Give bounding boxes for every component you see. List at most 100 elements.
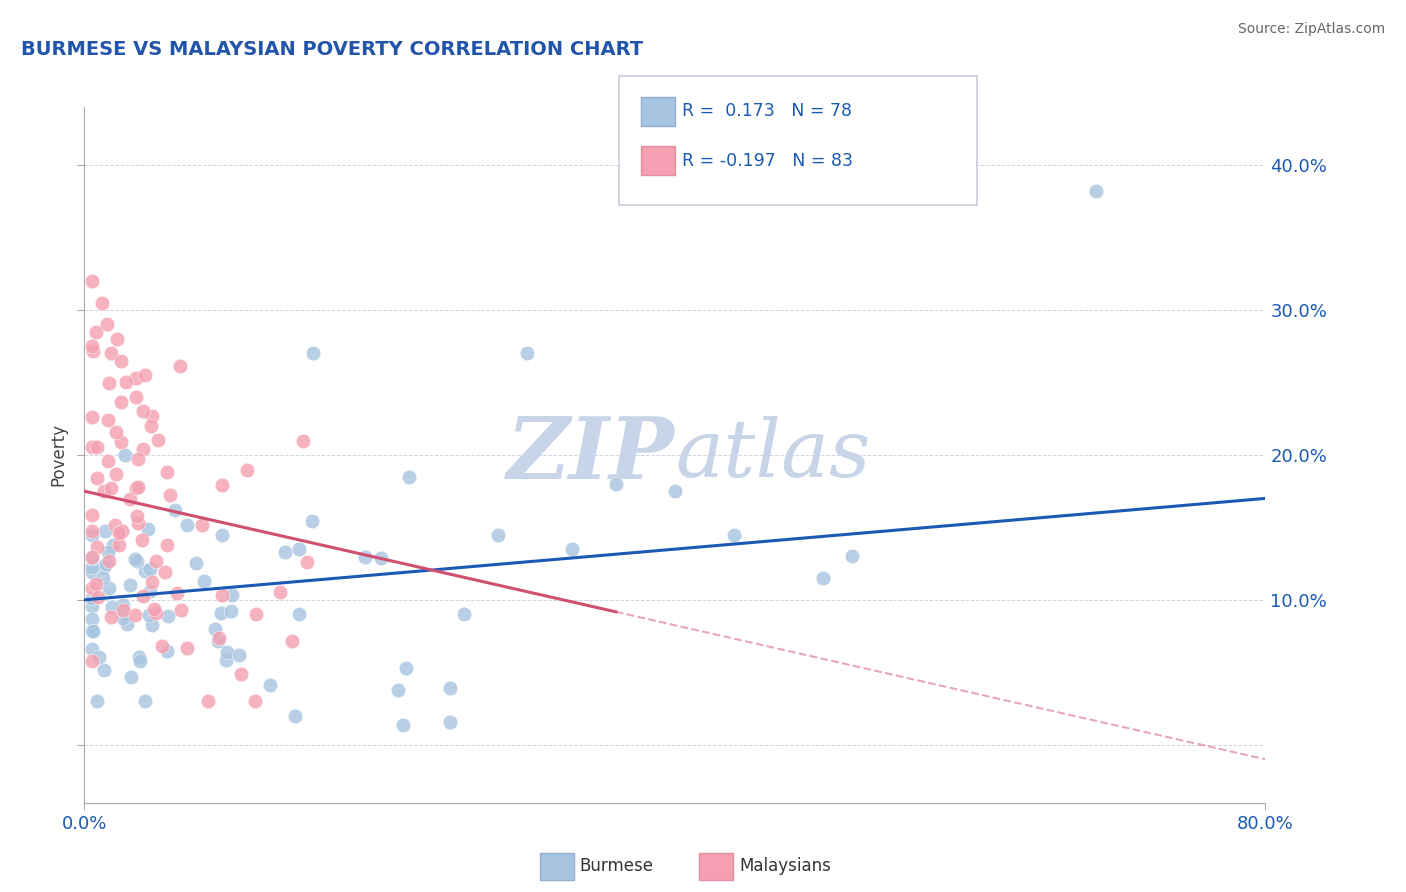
Point	[156, 466, 179, 480]
Point	[105, 332, 128, 346]
Point	[80, 441, 103, 455]
Point	[108, 539, 131, 553]
Point	[841, 549, 863, 564]
Point	[101, 599, 124, 614]
Point	[387, 682, 409, 697]
Point	[80, 642, 103, 657]
Text: Source: ZipAtlas.com: Source: ZipAtlas.com	[1237, 22, 1385, 37]
Point	[80, 528, 103, 542]
Point	[176, 641, 198, 656]
Point	[80, 654, 103, 668]
Point	[128, 649, 150, 664]
Point	[111, 524, 134, 539]
Point	[391, 718, 413, 732]
Point	[191, 518, 214, 533]
Point	[100, 482, 122, 496]
Point	[288, 607, 311, 621]
Point	[110, 524, 132, 539]
Point	[217, 645, 239, 659]
Point	[197, 694, 219, 708]
Point	[127, 516, 149, 530]
Point	[91, 295, 114, 310]
Text: ZIP: ZIP	[508, 413, 675, 497]
Point	[516, 346, 538, 360]
Point	[82, 624, 104, 638]
Point	[104, 518, 127, 533]
Point	[292, 434, 315, 449]
Point	[184, 556, 207, 570]
Point	[398, 469, 420, 483]
Point	[86, 541, 108, 555]
Point	[80, 559, 103, 574]
Point	[395, 660, 418, 674]
Point	[118, 492, 141, 507]
Text: atlas: atlas	[675, 417, 870, 493]
Point	[80, 549, 103, 564]
Point	[169, 359, 191, 373]
Point	[156, 643, 179, 657]
Point	[486, 527, 509, 541]
Point	[96, 318, 118, 332]
Point	[98, 581, 121, 595]
Point	[80, 591, 103, 606]
Point	[207, 631, 229, 645]
Point	[228, 648, 250, 662]
Point	[82, 344, 104, 359]
Point	[193, 574, 215, 588]
Point	[269, 585, 291, 599]
Point	[127, 452, 149, 467]
Point	[664, 484, 686, 499]
Text: Burmese: Burmese	[579, 857, 654, 875]
Point	[80, 274, 103, 288]
Point	[138, 607, 160, 622]
Point	[105, 425, 128, 439]
Point	[148, 434, 170, 448]
Point	[132, 404, 155, 418]
Point	[139, 418, 162, 433]
Point	[80, 565, 103, 579]
Point	[97, 376, 120, 390]
Point	[236, 463, 259, 477]
Point	[125, 481, 148, 495]
Point	[93, 483, 115, 498]
Point	[108, 525, 131, 540]
Point	[87, 591, 110, 605]
Point	[138, 583, 160, 598]
Y-axis label: Poverty: Poverty	[49, 424, 67, 486]
Point	[259, 678, 281, 692]
Point	[176, 517, 198, 532]
Point	[93, 664, 115, 678]
Point	[114, 376, 136, 390]
Point	[370, 551, 392, 566]
Point	[105, 467, 128, 481]
Point	[86, 694, 108, 708]
Point	[114, 448, 136, 462]
Point	[245, 607, 267, 621]
Point	[150, 640, 173, 654]
Point	[125, 370, 148, 384]
Text: R = -0.197   N = 83: R = -0.197 N = 83	[682, 152, 853, 169]
Point	[124, 551, 146, 566]
Point	[605, 476, 627, 491]
Point	[284, 709, 307, 723]
Point	[97, 454, 120, 468]
Point	[145, 607, 167, 621]
Point	[80, 409, 103, 424]
Point	[243, 693, 266, 707]
Point	[170, 602, 193, 616]
Point	[166, 586, 188, 600]
Point	[145, 554, 167, 568]
Point	[204, 622, 226, 636]
Point	[82, 624, 104, 638]
Point	[120, 670, 142, 684]
Point	[153, 566, 176, 580]
Point	[221, 588, 243, 602]
Point	[723, 527, 745, 541]
Point	[215, 653, 238, 667]
Point	[100, 346, 122, 360]
Point	[80, 582, 103, 596]
Point	[134, 565, 156, 579]
Point	[86, 440, 108, 454]
Point	[84, 325, 107, 339]
Point	[163, 503, 186, 517]
